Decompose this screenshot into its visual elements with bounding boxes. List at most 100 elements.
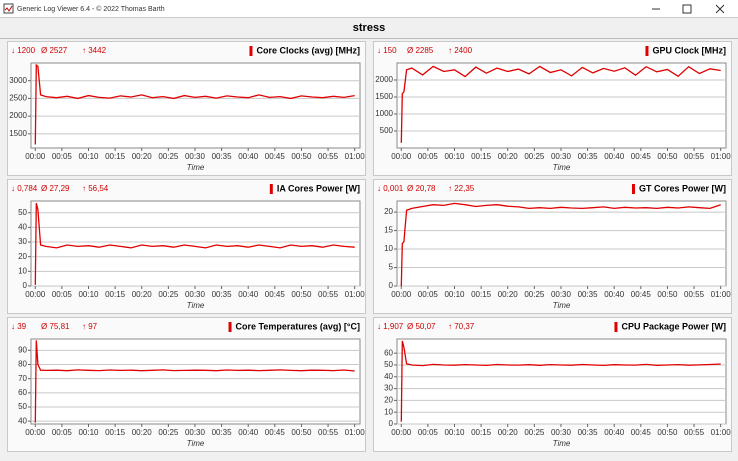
y-tick-label: 1000	[375, 109, 393, 118]
y-tick-label: 20	[384, 395, 393, 404]
x-tick-label: 00:00	[391, 152, 412, 161]
x-tick-label: 00:05	[52, 152, 73, 161]
x-tick-label: 00:50	[291, 152, 312, 161]
x-tick-label: 00:55	[684, 152, 705, 161]
x-tick-label: 00:10	[444, 152, 465, 161]
x-tick-label: 00:40	[604, 290, 625, 299]
x-tick-label: 00:20	[498, 152, 519, 161]
x-tick-label: 00:45	[265, 152, 286, 161]
y-tick-label: 0	[389, 281, 394, 290]
y-tick-label: 40	[18, 416, 27, 425]
x-tick-label: 01:00	[711, 290, 732, 299]
x-tick-label: 01:00	[711, 152, 732, 161]
x-tick-label: 00:10	[78, 428, 99, 437]
y-tick-label: 1500	[9, 129, 27, 138]
x-tick-label: 00:40	[604, 428, 625, 437]
x-tick-label: 00:20	[498, 290, 519, 299]
title-marker	[631, 184, 635, 194]
y-tick-label: 90	[18, 345, 27, 354]
y-tick-label: 2000	[9, 111, 27, 120]
x-tick-label: 00:10	[78, 152, 99, 161]
y-tick-label: 20	[384, 207, 393, 216]
y-tick-label: 2500	[9, 94, 27, 103]
x-tick-label: 00:20	[132, 152, 153, 161]
stat-label: Ø 20,78	[407, 184, 436, 193]
chart-panel: ↓ 1200 Ø 2527 ↑ 3442 Core Clocks (avg) [MHz…	[7, 41, 366, 176]
y-tick-label: 30	[18, 237, 27, 246]
x-tick-label: 00:20	[498, 428, 519, 437]
stat-label: ↑ 22,35	[448, 184, 475, 193]
y-tick-label: 60	[18, 388, 27, 397]
x-tick-label: 00:55	[318, 152, 339, 161]
app-icon-glyph	[4, 5, 13, 12]
x-tick-label: 00:15	[471, 290, 492, 299]
y-tick-label: 60	[384, 348, 393, 357]
x-tick-label: 00:30	[551, 152, 572, 161]
x-tick-label: 00:50	[657, 152, 678, 161]
stat-label: ↓ 39	[11, 322, 27, 331]
x-tick-label: 00:55	[684, 290, 705, 299]
x-tick-label: 00:35	[578, 290, 599, 299]
x-tick-label: 00:20	[132, 290, 153, 299]
x-tick-label: 00:55	[318, 428, 339, 437]
y-tick-label: 80	[18, 360, 27, 369]
x-tick-label: 00:50	[291, 428, 312, 437]
stat-label: Ø 75,81	[41, 322, 70, 331]
x-tick-label: 00:05	[418, 290, 439, 299]
x-tick-label: 00:50	[291, 290, 312, 299]
x-tick-label: 00:35	[212, 290, 233, 299]
chart-panel: ↓ 39 Ø 75,81 ↑ 97 Core Temperatures (avg) […	[7, 317, 366, 452]
x-tick-label: 00:45	[265, 428, 286, 437]
title-marker	[269, 184, 273, 194]
x-tick-label: 00:25	[524, 290, 545, 299]
x-tick-label: 00:05	[418, 152, 439, 161]
plot-area	[396, 62, 727, 149]
data-line	[400, 202, 721, 287]
x-tick-label: 00:55	[318, 290, 339, 299]
x-tick-label: 00:30	[185, 152, 206, 161]
y-tick-label: 0	[23, 281, 28, 290]
x-tick-label: 00:45	[631, 152, 652, 161]
chart-title: IA Cores Power [W]	[277, 183, 360, 193]
x-tick-label: 00:40	[238, 290, 259, 299]
x-tick-label: 00:45	[631, 428, 652, 437]
x-axis-label: Time	[553, 301, 571, 310]
x-tick-label: 00:25	[158, 428, 179, 437]
x-tick-label: 00:25	[158, 290, 179, 299]
maximize-button[interactable]	[682, 4, 692, 14]
chart-title: CPU Package Power [W]	[621, 321, 726, 331]
x-axis-label: Time	[187, 163, 205, 172]
x-tick-label: 00:35	[578, 152, 599, 161]
title-marker	[249, 46, 253, 56]
x-tick-label: 00:35	[212, 428, 233, 437]
close-button[interactable]	[715, 4, 725, 14]
title-marker	[645, 46, 649, 56]
x-tick-label: 00:05	[52, 428, 73, 437]
chart-panel: ↓ 1,907 Ø 50,07 ↑ 70,37 CPU Package Power […	[373, 317, 732, 452]
x-tick-label: 00:50	[657, 290, 678, 299]
y-tick-label: 2000	[375, 75, 393, 84]
x-tick-label: 00:25	[524, 428, 545, 437]
x-tick-label: 01:00	[711, 428, 732, 437]
y-tick-label: 70	[18, 374, 27, 383]
stat-label: Ø 2527	[41, 46, 68, 55]
x-tick-label: 00:30	[551, 290, 572, 299]
y-tick-label: 10	[18, 266, 27, 275]
chart-title: GPU Clock [MHz]	[652, 45, 726, 55]
x-tick-label: 00:15	[471, 152, 492, 161]
stat-label: ↑ 3442	[82, 46, 107, 55]
x-tick-label: 00:40	[604, 152, 625, 161]
title-marker	[228, 322, 232, 332]
stat-label: Ø 27,29	[41, 184, 70, 193]
data-line	[400, 65, 721, 143]
title-bar	[0, 0, 738, 17]
x-tick-label: 00:30	[185, 290, 206, 299]
plot-area	[396, 200, 727, 287]
plot-area	[396, 338, 727, 425]
plot-area	[30, 200, 361, 287]
y-tick-label: 10	[384, 244, 393, 253]
data-line	[34, 63, 355, 145]
y-tick-label: 50	[18, 208, 27, 217]
x-axis-label: Time	[187, 301, 205, 310]
